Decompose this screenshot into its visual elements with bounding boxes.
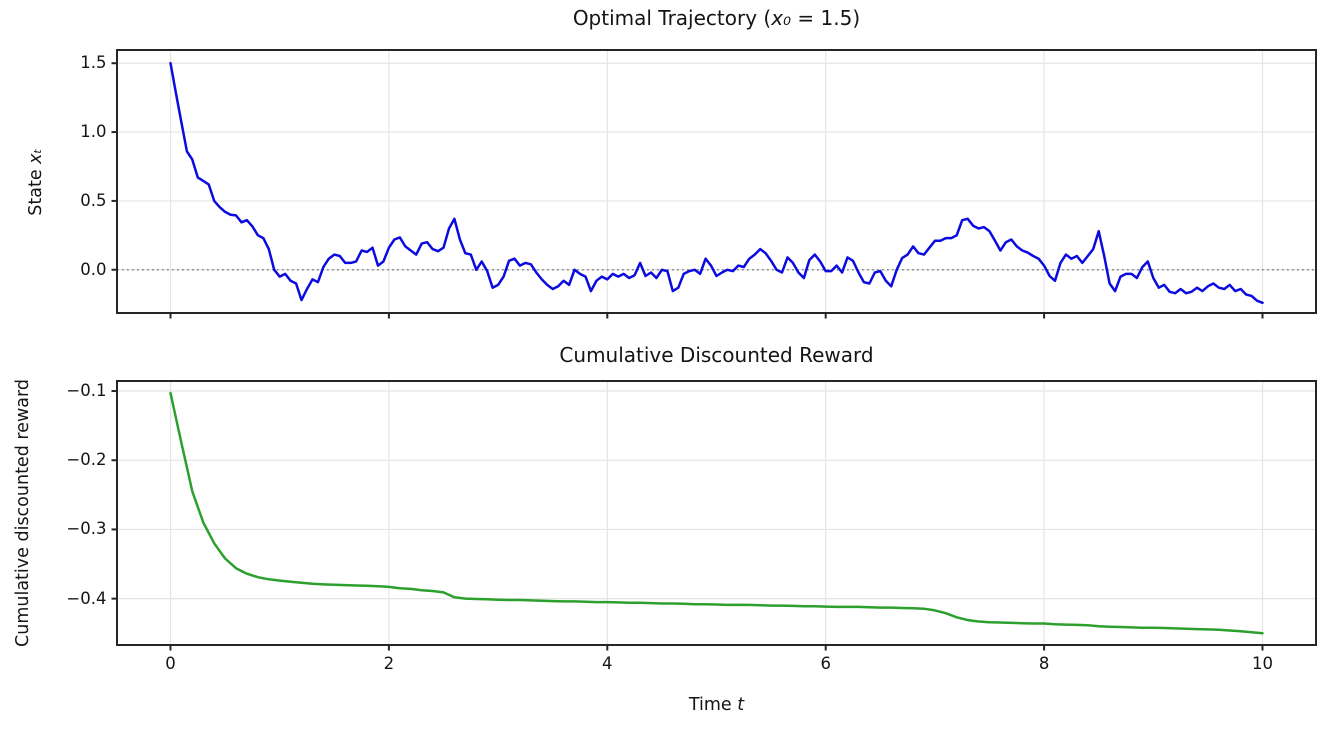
cumulative-reward-line [169,391,1264,635]
x-tick-label: 10 [1251,654,1273,673]
top-title-math-rest: = 1.5 [791,6,853,30]
top-title-math-var: x₀ [771,6,792,30]
axes-spines [116,380,1317,646]
x-tick-label: 8 [1038,654,1050,673]
x-tick-label: 0 [165,654,176,673]
x-axis-label: Time t [117,695,1316,715]
bottom-chart-title: Cumulative Discounted Reward [559,343,874,367]
top-ylabel-math-var: xₜ [26,148,46,164]
top-title-suffix: ) [852,6,861,30]
y-tick-label: 1.5 [80,53,107,73]
axes-spines [116,49,1317,314]
bottom-y-axis-label: Cumulative discounted reward [13,379,33,647]
y-tick-label: −0.4 [66,588,107,608]
xlabel-text: Time [688,695,738,715]
y-tick-label: −0.1 [66,381,107,401]
x-tick-label: 6 [820,654,831,673]
state-trajectory-line [169,61,1264,305]
top-title-text: Optimal Trajectory ( [572,6,772,30]
y-tick-label: 0.0 [80,259,107,279]
y-tick-label: 1.0 [80,122,107,142]
y-tick-label: 0.5 [80,190,107,210]
y-tick-label: −0.2 [66,450,107,470]
top-chart-title: Optimal Trajectory (x₀ = 1.5) [117,5,1316,31]
x-tick-label: 2 [383,654,395,673]
y-tick-label: −0.3 [66,519,107,539]
xlabel-math-var: t [737,695,745,715]
x-tick-label: 4 [602,654,613,673]
